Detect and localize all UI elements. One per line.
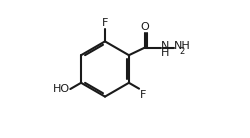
Text: F: F: [102, 18, 108, 28]
Text: HO: HO: [52, 84, 70, 94]
Text: F: F: [140, 90, 146, 100]
Text: H: H: [161, 48, 170, 58]
Text: 2: 2: [180, 47, 185, 56]
Text: O: O: [140, 22, 149, 32]
Text: NH: NH: [174, 41, 191, 51]
Text: N: N: [161, 41, 170, 51]
